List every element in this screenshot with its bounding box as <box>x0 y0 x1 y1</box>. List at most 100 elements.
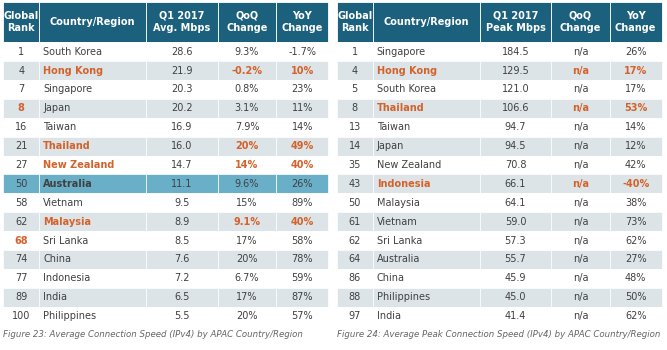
Text: 58%: 58% <box>291 236 313 245</box>
Bar <box>480 193 551 212</box>
Bar <box>551 269 610 288</box>
Text: 7.2: 7.2 <box>174 273 189 283</box>
Text: 62: 62 <box>15 217 27 227</box>
Bar <box>551 288 610 307</box>
Bar <box>146 250 217 269</box>
Text: 20%: 20% <box>235 141 259 151</box>
Bar <box>146 212 217 231</box>
Bar <box>39 136 146 155</box>
Text: 20.3: 20.3 <box>171 84 193 94</box>
Bar <box>3 193 39 212</box>
Text: 20%: 20% <box>236 311 257 321</box>
Text: Country/Region: Country/Region <box>384 17 469 27</box>
Text: South Korea: South Korea <box>377 84 436 94</box>
Bar <box>217 250 276 269</box>
Bar <box>3 61 39 80</box>
Text: 50%: 50% <box>625 292 646 302</box>
Text: China: China <box>377 273 405 283</box>
Bar <box>373 193 480 212</box>
Bar <box>39 212 146 231</box>
Bar <box>39 118 146 136</box>
Bar <box>610 61 662 80</box>
Bar <box>146 136 217 155</box>
Text: India: India <box>43 292 67 302</box>
Text: Taiwan: Taiwan <box>43 122 77 132</box>
Bar <box>480 212 551 231</box>
Text: 45.9: 45.9 <box>505 273 526 283</box>
Bar <box>276 307 328 326</box>
Text: 15%: 15% <box>236 198 257 208</box>
Bar <box>373 99 480 118</box>
Bar <box>3 250 39 269</box>
Bar <box>3 307 39 326</box>
Bar <box>39 193 146 212</box>
Text: 59%: 59% <box>291 273 313 283</box>
Text: 9.5: 9.5 <box>174 198 189 208</box>
Text: n/a: n/a <box>573 236 588 245</box>
Bar <box>373 250 480 269</box>
Bar <box>146 231 217 250</box>
Bar <box>217 80 276 99</box>
Bar <box>39 155 146 174</box>
Text: n/a: n/a <box>573 84 588 94</box>
Bar <box>39 2 146 42</box>
Bar <box>480 307 551 326</box>
Bar <box>146 269 217 288</box>
Text: 27: 27 <box>15 160 27 170</box>
Bar <box>39 42 146 61</box>
Bar <box>3 136 39 155</box>
Text: 1: 1 <box>352 47 358 57</box>
Bar <box>39 307 146 326</box>
Bar <box>276 231 328 250</box>
Text: 5.5: 5.5 <box>174 311 189 321</box>
Bar <box>217 61 276 80</box>
Text: Singapore: Singapore <box>377 47 426 57</box>
Bar <box>480 61 551 80</box>
Text: 3.1%: 3.1% <box>235 103 259 113</box>
Bar <box>337 212 373 231</box>
Bar <box>551 2 610 42</box>
Text: 89%: 89% <box>291 198 313 208</box>
Text: 57%: 57% <box>291 311 313 321</box>
Bar <box>551 99 610 118</box>
Text: 8: 8 <box>352 103 358 113</box>
Bar <box>480 80 551 99</box>
Bar <box>146 42 217 61</box>
Text: 53%: 53% <box>624 103 647 113</box>
Text: 14%: 14% <box>291 122 313 132</box>
Text: Thailand: Thailand <box>43 141 91 151</box>
Bar <box>3 288 39 307</box>
Text: New Zealand: New Zealand <box>43 160 115 170</box>
Text: Figure 23: Average Connection Speed (IPv4) by APAC Country/Region: Figure 23: Average Connection Speed (IPv… <box>3 330 303 340</box>
Text: n/a: n/a <box>573 141 588 151</box>
Bar <box>480 2 551 42</box>
Bar <box>373 269 480 288</box>
Bar <box>276 99 328 118</box>
Text: 59.0: 59.0 <box>505 217 526 227</box>
Bar <box>3 118 39 136</box>
Text: Vietnam: Vietnam <box>43 198 84 208</box>
Bar <box>276 155 328 174</box>
Text: 16.0: 16.0 <box>171 141 193 151</box>
Text: 4: 4 <box>18 65 24 76</box>
Bar <box>39 61 146 80</box>
Text: 17%: 17% <box>625 84 646 94</box>
Text: Q1 2017
Avg. Mbps: Q1 2017 Avg. Mbps <box>153 11 211 33</box>
Text: n/a: n/a <box>573 122 588 132</box>
Text: 64: 64 <box>349 254 361 264</box>
Bar <box>373 307 480 326</box>
Text: 13: 13 <box>349 122 361 132</box>
Text: 23%: 23% <box>291 84 313 94</box>
Bar <box>146 288 217 307</box>
Text: Q1 2017
Peak Mbps: Q1 2017 Peak Mbps <box>486 11 546 33</box>
Bar <box>373 155 480 174</box>
Bar <box>480 231 551 250</box>
Bar <box>480 174 551 193</box>
Bar <box>373 174 480 193</box>
Bar <box>610 231 662 250</box>
Bar <box>3 2 39 42</box>
Bar <box>146 193 217 212</box>
Text: 94.5: 94.5 <box>505 141 526 151</box>
Bar <box>551 118 610 136</box>
Text: 38%: 38% <box>625 198 646 208</box>
